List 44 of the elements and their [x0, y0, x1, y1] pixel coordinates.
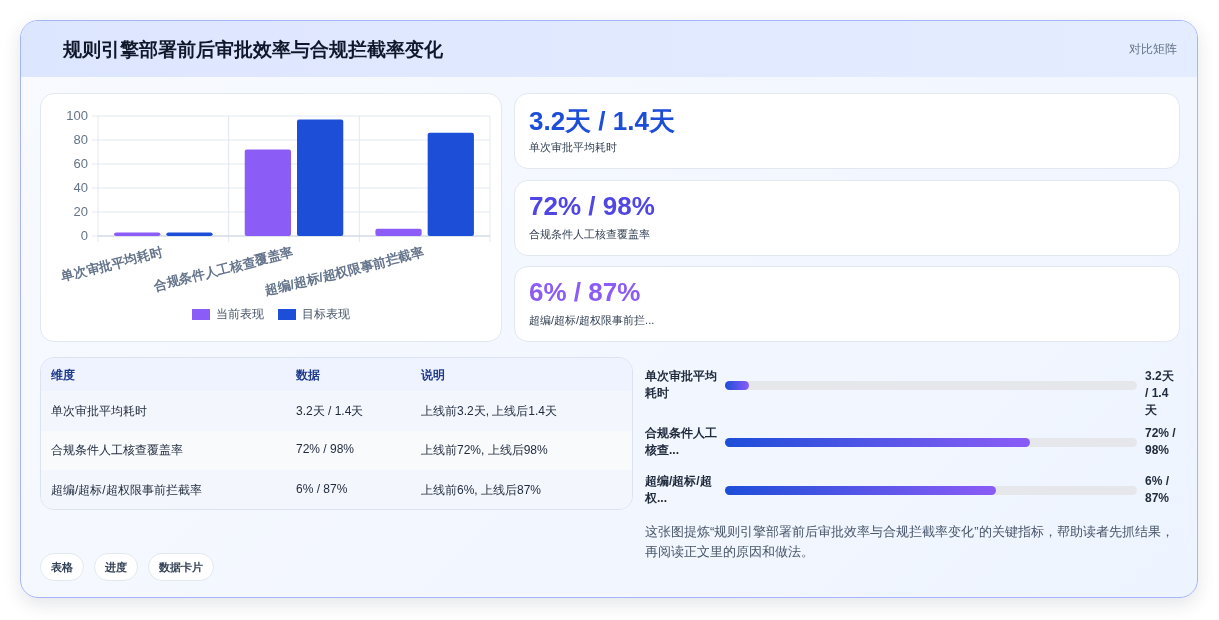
text: 6% / 87% — [296, 481, 348, 496]
text: 3.2天 / 1.4天 — [296, 402, 364, 420]
text: 上线前72%, 上线后98% — [421, 442, 548, 460]
y-tick-label: 单次审批平均耗时 — [645, 368, 718, 402]
text: 6% / 87% — [529, 277, 641, 308]
text: 3.2天 / 1.4天 — [1145, 368, 1175, 419]
text: 上线前6%, 上线后87% — [421, 481, 542, 499]
text: 超编/超标/超权限事前拦截率 — [51, 481, 202, 499]
legend-label: 当前表现 — [216, 306, 264, 323]
y-tick-label: 20 — [73, 204, 88, 219]
y-tick-label: 0 — [80, 228, 88, 243]
bar — [427, 132, 474, 236]
y-tick-label: 100 — [66, 108, 88, 123]
bar — [166, 232, 213, 236]
bar — [297, 119, 344, 236]
text: 进度 — [94, 553, 138, 581]
y-tick-label: 40 — [73, 180, 88, 195]
text: 超编/超标/超权限事前拦... — [529, 313, 655, 328]
text: 3.2天 / 1.4天 — [529, 105, 675, 138]
bar — [375, 228, 422, 236]
text: 6% / 87% — [1145, 473, 1171, 507]
text: 72% / 98% — [1145, 425, 1177, 459]
text: 72% / 98% — [529, 190, 655, 222]
text: 对比矩阵 — [1129, 41, 1177, 58]
text: 说明 — [421, 366, 445, 384]
text: 数据 — [296, 366, 320, 384]
legend-label: 目标表现 — [302, 306, 350, 323]
y-tick-label: 80 — [73, 132, 88, 147]
text: 数据卡片 — [148, 553, 214, 581]
text: 72% / 98% — [296, 442, 355, 457]
text: 规则引擎部署前后审批效率与合规拦截率变化 — [63, 38, 443, 62]
text: 合规条件人工核查覆盖率 — [529, 226, 650, 242]
text: 表格 — [40, 553, 84, 581]
text: 单次审批平均耗时 — [51, 402, 147, 420]
y-tick-label: 60 — [73, 156, 88, 171]
text: 维度 — [51, 366, 75, 384]
y-tick-label: 合规条件人工核查... — [645, 425, 718, 459]
bar — [244, 149, 291, 236]
y-tick-label: 超编/超标/超权... — [645, 473, 713, 507]
bar — [114, 232, 161, 236]
text: 上线前3.2天, 上线后1.4天 — [421, 402, 558, 420]
text: 单次审批平均耗时 — [529, 140, 617, 155]
text: 这张图提炼“规则引擎部署前后审批效率与合规拦截率变化”的关键指标，帮助读者先抓结果，再阅读正文里的原因和做法。 — [645, 523, 1175, 561]
text: 合规条件人工核查覆盖率 — [51, 442, 183, 460]
